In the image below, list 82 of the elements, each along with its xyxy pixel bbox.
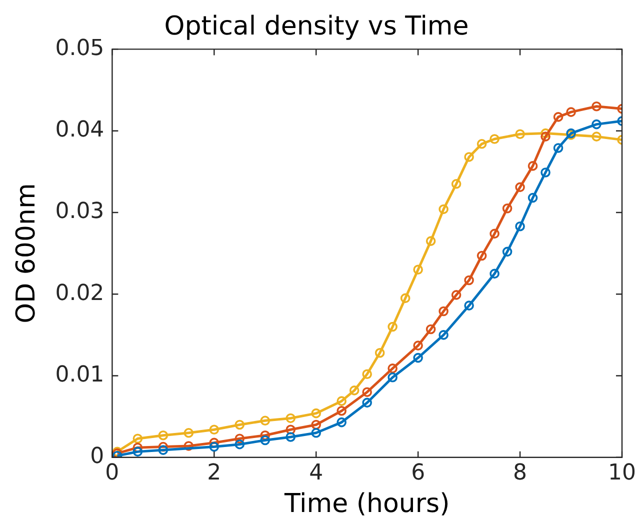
- point: [311, 420, 322, 430]
- point: [260, 430, 270, 440]
- point: [400, 293, 410, 304]
- point: [209, 442, 220, 452]
- point: [311, 408, 322, 418]
- point: [451, 179, 462, 189]
- point: [388, 372, 398, 382]
- point: [184, 441, 194, 451]
- point: [528, 161, 538, 171]
- y-tick-label: 0.01: [55, 362, 104, 388]
- point: [476, 139, 487, 149]
- point: [209, 424, 220, 435]
- chart-title: Optical density vs Time: [164, 11, 469, 42]
- point: [413, 352, 423, 363]
- y-tick-label: 0.05: [55, 36, 104, 61]
- point: [426, 236, 436, 246]
- point: [413, 340, 423, 350]
- point: [515, 221, 525, 232]
- point: [132, 442, 143, 453]
- point: [362, 398, 372, 408]
- point: [592, 132, 602, 142]
- point: [464, 152, 474, 162]
- point: [336, 417, 347, 428]
- point: [540, 168, 550, 178]
- point: [132, 446, 143, 457]
- point: [438, 306, 448, 316]
- point: [553, 112, 564, 122]
- point: [286, 424, 296, 435]
- point: [592, 101, 602, 112]
- point: [464, 300, 474, 310]
- point: [336, 406, 347, 416]
- point: [286, 413, 296, 424]
- point: [349, 386, 360, 396]
- point: [413, 264, 423, 275]
- point: [234, 439, 245, 450]
- point: [158, 442, 168, 452]
- point: [502, 204, 512, 214]
- point: [438, 330, 448, 340]
- point: [490, 228, 500, 239]
- y-tick-label: 0.03: [55, 199, 104, 224]
- point: [553, 143, 564, 153]
- point: [528, 192, 538, 203]
- point: [451, 290, 462, 300]
- point: [234, 434, 245, 444]
- point: [260, 435, 270, 446]
- point: [374, 348, 385, 358]
- point: [388, 322, 398, 332]
- y-tick-label: 0.04: [55, 118, 104, 143]
- point: [158, 445, 168, 455]
- x-tick-label: 6: [411, 460, 426, 486]
- point: [515, 129, 525, 140]
- point: [184, 428, 194, 438]
- point: [502, 246, 512, 257]
- point: [158, 430, 168, 440]
- point: [260, 416, 270, 426]
- point: [476, 250, 487, 261]
- y-tick-label: 0: [90, 444, 104, 470]
- point: [566, 107, 576, 117]
- point: [311, 428, 322, 438]
- point: [515, 182, 525, 192]
- point: [540, 132, 550, 142]
- point: [362, 387, 372, 397]
- point: [388, 364, 398, 374]
- x-tick-label: 8: [513, 460, 528, 486]
- point: [362, 369, 372, 380]
- point: [234, 420, 245, 430]
- point: [438, 204, 448, 214]
- point: [490, 134, 500, 144]
- y-tick-label: 0.02: [55, 280, 104, 306]
- point: [490, 268, 500, 279]
- point: [540, 128, 550, 138]
- x-axis-title: Time (hours): [283, 489, 450, 520]
- point: [286, 432, 296, 442]
- point: [464, 275, 474, 286]
- x-tick-label: 10: [608, 460, 636, 486]
- x-tick-label: 4: [309, 460, 324, 486]
- point: [336, 396, 347, 406]
- x-tick-label: 2: [207, 460, 222, 486]
- point: [132, 434, 143, 444]
- point: [426, 324, 436, 334]
- y-axis-title: OD 600nm: [11, 183, 42, 324]
- point: [592, 119, 602, 130]
